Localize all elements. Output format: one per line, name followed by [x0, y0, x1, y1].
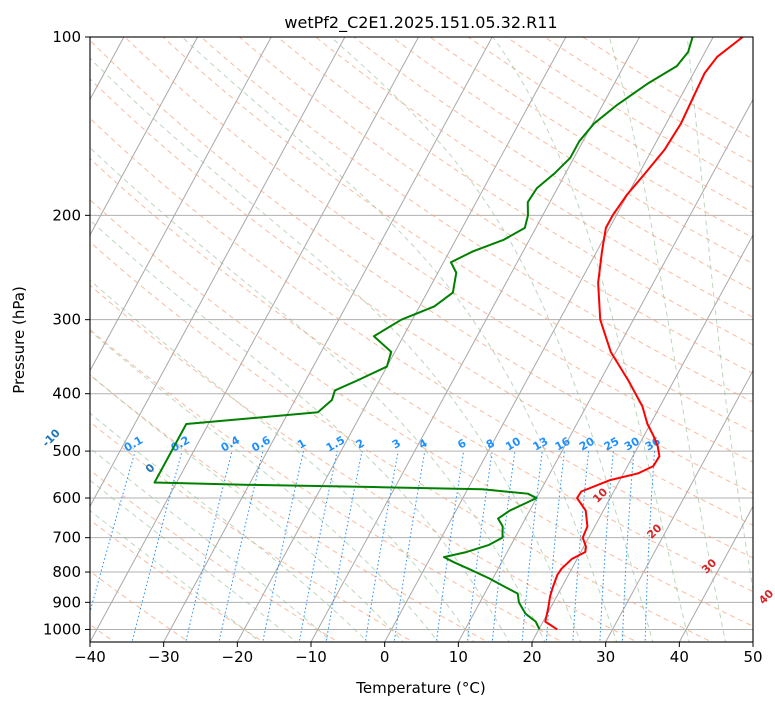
y-tick-label: 1000: [43, 620, 81, 638]
dry-adiabat-line: [276, 37, 753, 346]
mixing-ratio-line: [185, 450, 233, 642]
dry-adiabat-line: [90, 117, 753, 559]
x-tick-label: 30: [596, 648, 615, 666]
y-tick-label: 400: [52, 385, 81, 403]
dewpoint-profile-line: [153, 37, 694, 630]
moist-adiabat-line: [330, 37, 654, 642]
mixing-ratio-line: [131, 450, 183, 642]
dry-adiabat-line: [352, 37, 753, 291]
dry-adiabat-line: [90, 519, 265, 642]
y-tick-label: 700: [52, 529, 81, 547]
dry-adiabat-line: [90, 328, 564, 642]
moist-adiabat-line: [686, 37, 753, 593]
y-tick-label: 600: [52, 489, 81, 507]
x-tick-label: 0: [380, 648, 390, 666]
isotherm-line: [236, 37, 567, 642]
y-tick-label: 200: [52, 206, 81, 224]
dry-adiabat-line: [90, 199, 753, 627]
x-tick-label: −30: [148, 648, 180, 666]
dry-adiabat-line: [90, 421, 414, 642]
moist-adiabat-line: [608, 37, 727, 642]
moist-adiabat-line: [90, 279, 475, 642]
y-tick-label: 800: [52, 563, 81, 581]
y-tick-label: 300: [52, 311, 81, 329]
x-tick-label: 20: [522, 648, 541, 666]
mixing-ratio-line: [325, 451, 363, 642]
isotherm-line: [678, 505, 753, 642]
moist-adiabat-line: [90, 330, 440, 642]
x-tick-label: −20: [222, 648, 254, 666]
y-axis: 100 200 300 400 500 600 700 800 900 1000: [43, 28, 90, 638]
mixing-ratio-line: [218, 450, 264, 642]
mixing-ratio-line: [298, 450, 338, 642]
dry-adiabat-line: [90, 284, 639, 642]
moist-adiabat-label: 40: [756, 587, 775, 607]
y-tick-label: 900: [52, 593, 81, 611]
dry-adiabat-line: [90, 78, 753, 526]
isotherm-line: [163, 37, 493, 642]
chart-title: wetPf2_C2E1.2025.151.05.32.R11: [284, 13, 557, 33]
y-axis-label: Pressure (hPa): [10, 286, 28, 394]
plot-frame: [89, 36, 754, 643]
temperature-profile-line: [544, 37, 744, 631]
dry-adiabat-line: [90, 570, 190, 642]
isotherm-line: [531, 234, 753, 642]
x-axis: −40 −30 −20 −10 0 10 20 30 40 50: [74, 642, 763, 666]
x-tick-label: −40: [74, 648, 106, 666]
moist-adiabat-line: [181, 37, 618, 642]
y-tick-label: 500: [52, 442, 81, 460]
isotherm-line: [90, 37, 199, 237]
isotherm-line: [90, 37, 420, 642]
dry-adiabat-line: [90, 157, 753, 593]
moist-adiabat-line: [90, 373, 404, 642]
dry-adiabat-line: [124, 37, 753, 463]
x-tick-label: 50: [743, 648, 762, 666]
x-tick-label: 40: [670, 648, 689, 666]
moist-adiabat-line: [90, 412, 369, 642]
x-tick-label: 10: [449, 648, 468, 666]
moist-adiabat-line: [90, 479, 297, 642]
isotherm-line: [384, 37, 714, 642]
profile-series: [153, 37, 744, 631]
x-axis-label: Temperature (°C): [355, 679, 485, 697]
moist-adiabat-line: [90, 447, 333, 642]
y-tick-label: 100: [52, 28, 81, 46]
mixing-ratio-line: [644, 451, 656, 642]
reference-lines: [90, 37, 753, 642]
isotherm-line: [90, 37, 346, 508]
dry-adiabat-line: [90, 374, 489, 642]
dry-adiabat-line: [200, 37, 753, 403]
mixing-ratio-line: [364, 451, 399, 642]
isotherm-line: [90, 37, 272, 372]
x-tick-label: −10: [295, 648, 327, 666]
dry-adiabat-line: [90, 39, 753, 494]
mixing-ratio-line: [262, 450, 304, 642]
isotherm-line: [605, 369, 753, 642]
